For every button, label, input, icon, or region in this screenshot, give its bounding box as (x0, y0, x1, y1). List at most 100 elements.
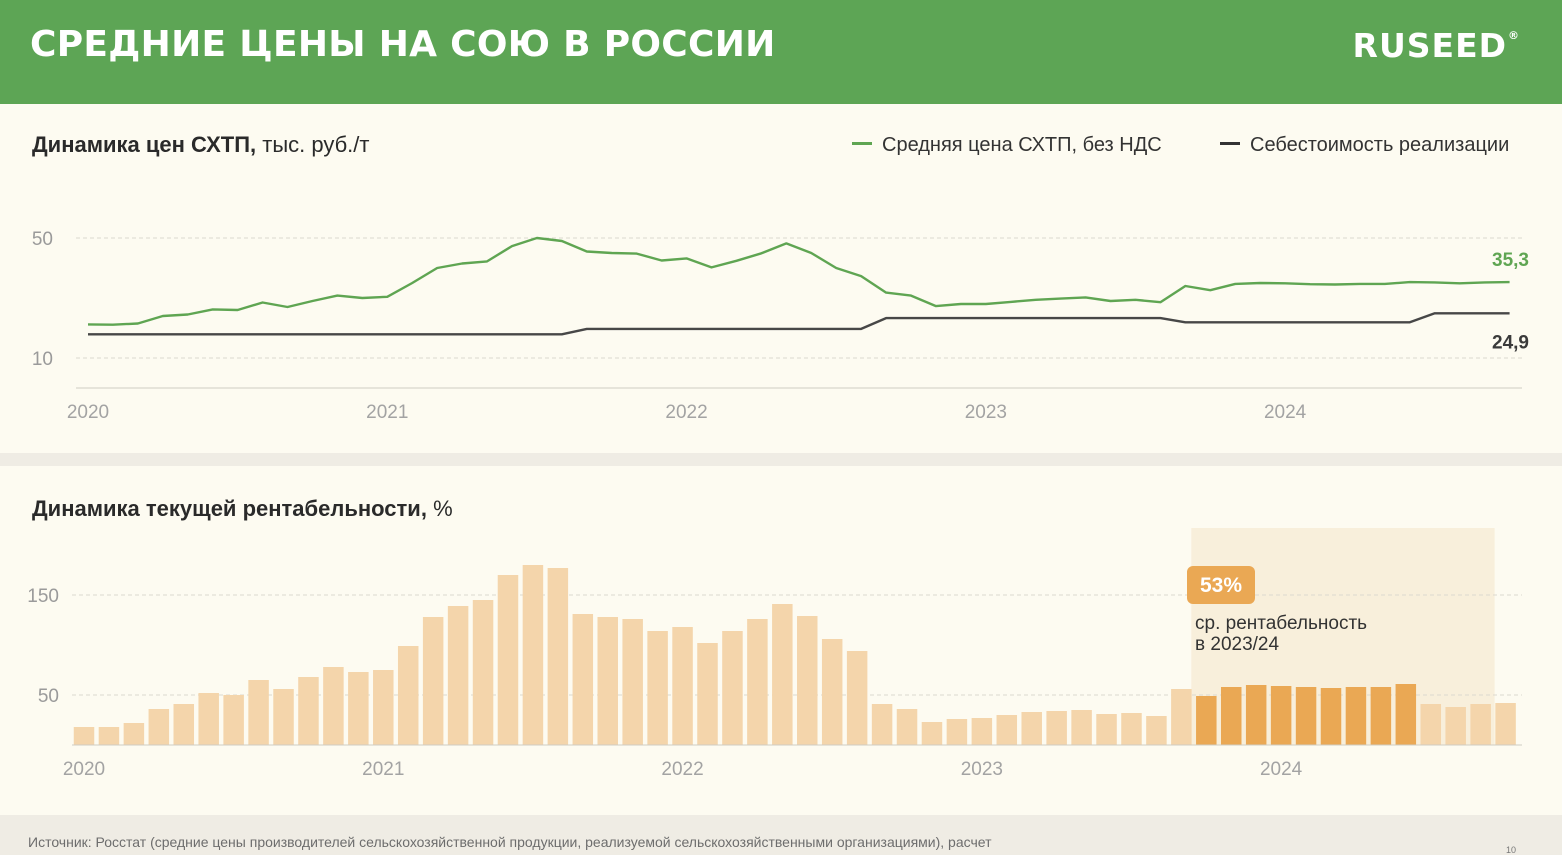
profit-bar (846, 651, 868, 745)
y-tick-label: 50 (38, 686, 59, 707)
profit-bar (472, 600, 494, 745)
profit-bar (797, 616, 818, 745)
profit-bar (996, 715, 1018, 745)
annotation-text-line1: ср. рентабельность (1195, 613, 1367, 634)
legend-item-cost: Себестоимость реализации (1220, 134, 1509, 157)
profit-bar (772, 604, 793, 745)
profit-bar (323, 667, 344, 745)
profit-bar (1245, 685, 1267, 745)
profit-chart-title: Динамика текущей рентабельности, % (32, 496, 453, 522)
profit-bar (522, 565, 544, 745)
price-chart-panel: Динамика цен СХТП, тыс. руб./т Средняя ц… (0, 104, 1562, 453)
average-badge-value: 53% (1200, 574, 1242, 597)
profit-bar (1046, 711, 1067, 745)
x-tick-label: 2020 (67, 402, 109, 423)
legend-item-price: Средняя цена СХТП, без НДС (852, 134, 1162, 157)
price-line-chart: 50 10 2020 2021 2022 2023 2024 35,3 24,9 (32, 229, 1529, 423)
profit-bar (672, 627, 693, 745)
profit-bar (1370, 687, 1392, 745)
profit-bar (1021, 712, 1042, 745)
profit-bar (348, 672, 369, 745)
x-tick-label: 2020 (63, 759, 105, 780)
average-badge (1187, 566, 1255, 604)
profit-chart-title-unit: % (426, 496, 453, 521)
x-tick-label: 2023 (965, 402, 1007, 423)
x-tick-label: 2021 (362, 759, 404, 780)
profit-bar (397, 646, 419, 745)
profit-bar (921, 722, 943, 745)
profit-bar (747, 619, 768, 745)
legend-label-cost: Себестоимость реализации (1250, 134, 1510, 156)
registered-mark: ® (1508, 29, 1520, 42)
source-note: Источник: Росстат (средние цены производ… (28, 834, 992, 850)
legend-swatch-price (852, 142, 872, 146)
cost-series-line (88, 312, 1510, 336)
profit-bar (1295, 687, 1317, 745)
y-tick-label: 10 (32, 349, 53, 370)
profit-bar (971, 718, 993, 745)
annotation-text-line2: в 2023/24 (1195, 634, 1279, 655)
x-tick-label: 2022 (665, 402, 707, 423)
profit-bar (1270, 686, 1292, 745)
profit-bar (572, 614, 594, 745)
highlight-band-2023-24 (1191, 528, 1495, 745)
profit-bar (223, 695, 244, 745)
profit-bar (597, 617, 618, 745)
profit-bar (1420, 704, 1442, 745)
x-tick-label: 2022 (661, 759, 703, 780)
profit-bar (1096, 714, 1117, 745)
profit-bar (647, 631, 668, 745)
profit-bar (273, 689, 294, 745)
profit-bar (1320, 688, 1342, 745)
profit-bar (547, 568, 569, 745)
legend-swatch-cost (1220, 142, 1240, 146)
page-title: СРЕДНИЕ ЦЕНЫ НА СОЮ В РОССИИ (30, 24, 776, 65)
profit-bar (1445, 707, 1466, 745)
profit-bar (148, 709, 170, 745)
profit-bar (871, 704, 893, 745)
ruseed-logo: RUSEED® (1353, 26, 1520, 65)
profit-bar (248, 680, 269, 745)
price-chart-title: Динамика цен СХТП, тыс. руб./т (32, 132, 370, 158)
logo-text: RUSEED (1352, 26, 1507, 65)
profit-bar (1071, 710, 1092, 745)
profit-bar (1395, 684, 1417, 745)
price-chart-title-bold: Динамика цен СХТП, (32, 132, 257, 157)
profit-bar (697, 643, 718, 745)
profit-bar (1345, 687, 1367, 745)
y-tick-label: 150 (27, 586, 59, 607)
profit-bar (722, 631, 743, 745)
profit-bar (1146, 716, 1167, 745)
profit-bar (1470, 704, 1491, 745)
profit-bar (497, 575, 519, 745)
profit-bar (1220, 687, 1242, 745)
profit-bar (447, 606, 469, 745)
profit-bar (622, 619, 643, 745)
profit-bar (1495, 703, 1516, 745)
x-tick-label: 2024 (1264, 402, 1307, 423)
profit-bar (73, 727, 95, 745)
profit-bar (1171, 689, 1192, 745)
profit-bar (1196, 696, 1217, 745)
page-number: 10 (1506, 845, 1517, 855)
profit-bar (946, 719, 968, 745)
price-series-line (87, 236, 1510, 326)
x-tick-label: 2024 (1260, 759, 1303, 780)
profit-chart-panel: Динамика текущей рентабельности, % 150 50… (0, 466, 1562, 815)
profit-bar (896, 709, 918, 745)
x-tick-label: 2021 (366, 402, 408, 423)
y-tick-label: 50 (32, 229, 53, 250)
header-banner: СРЕДНИЕ ЦЕНЫ НА СОЮ В РОССИИ RUSEED® (0, 0, 1562, 104)
price-end-label: 35,3 (1492, 250, 1529, 271)
price-chart-title-unit: тыс. руб./т (256, 132, 370, 157)
profit-bar (373, 670, 394, 745)
profit-bar (298, 677, 319, 745)
profit-bar-chart: 150 50 2020 2021 2022 2023 2024 53% ср. рентабел… (27, 528, 1522, 780)
profit-chart-title-bold: Динамика текущей рентабельности, (32, 496, 427, 521)
cost-end-label: 24,9 (1492, 332, 1529, 353)
profit-bar (821, 639, 843, 745)
profit-bar (123, 723, 145, 745)
x-tick-label: 2023 (961, 759, 1003, 780)
profit-bar (1121, 713, 1142, 745)
profit-bar (422, 617, 444, 745)
